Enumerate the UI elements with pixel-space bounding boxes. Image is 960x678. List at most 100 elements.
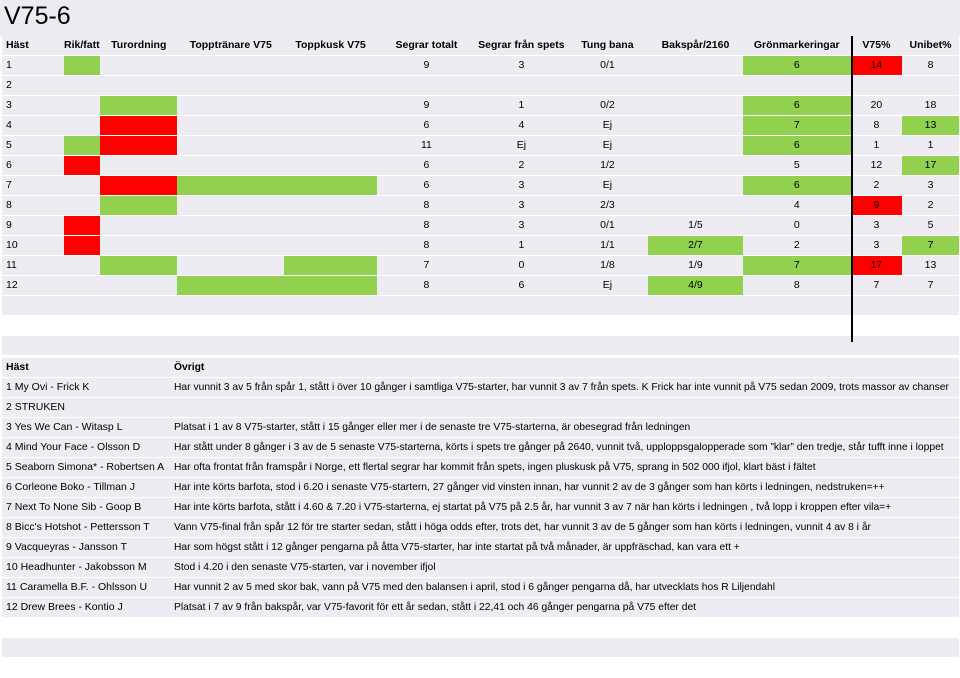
table-cell: 7: [742, 256, 851, 275]
horse-note: Platsat i 1 av 8 V75-starter, stått i 15…: [174, 422, 691, 433]
table-cell: 1/9: [648, 256, 743, 275]
horse-note: Har ofta frontat från framspår i Norge, …: [174, 462, 816, 473]
table-cell: 7: [2, 176, 65, 195]
table-cell: 2: [2, 76, 65, 95]
table-cell: [177, 236, 285, 255]
table-row: 2: [2, 76, 960, 95]
horse-note: Har inte körts barfota, stod i 6.20 i se…: [174, 482, 885, 493]
table-cell: [64, 56, 101, 75]
table-cell: [177, 116, 285, 135]
page-title: V75-6: [4, 2, 71, 30]
table-cell: 3: [2, 96, 65, 115]
table-cell: 17: [850, 256, 902, 275]
column-header: Grönmarkeringar: [742, 36, 851, 55]
table-cell: 1: [850, 136, 902, 155]
horse-name: 1 My Ovi - Frick K: [6, 381, 90, 393]
table-cell: 5: [901, 216, 960, 235]
table-cell: Ej: [566, 116, 649, 135]
notes-row: 5 Seaborn Simona* - Robertsen A Har ofta …: [2, 458, 959, 477]
column-header: Unibet%: [901, 36, 960, 55]
table-cell: 3: [850, 216, 902, 235]
table-cell: [64, 176, 101, 195]
table-cell: Ej: [566, 176, 649, 195]
table-cell: 1: [476, 236, 567, 255]
table-cell: [177, 56, 285, 75]
table-cell: 1/1: [566, 236, 649, 255]
table-cell: 6: [742, 136, 851, 155]
table-cell: 8: [850, 116, 902, 135]
table-cell: 8: [376, 216, 477, 235]
notes-row: 7 Next To None Sib - Goop B Har inte kört…: [2, 498, 959, 517]
column-header: V75%: [850, 36, 902, 55]
table-cell: 8: [376, 196, 477, 215]
notes-row: 9 Vacqueyras - Jansson T Har som högst st…: [2, 538, 959, 557]
horse-name: 10 Headhunter - Jakobsson M: [6, 561, 147, 573]
table-cell: 1/2: [566, 156, 649, 175]
empty-row: [2, 618, 959, 637]
table-cell: 6: [742, 176, 851, 195]
table-cell: 7: [376, 256, 477, 275]
notes-row: 11 Caramella B.F. - Ohlsson U Har vunnit …: [2, 578, 959, 597]
table-row: 6 6 2 1/2 5 12 17: [2, 156, 960, 175]
table-cell: 17: [901, 156, 960, 175]
table-cell: [64, 136, 101, 155]
table-cell: Ej: [476, 136, 567, 155]
table-cell: 7: [742, 116, 851, 135]
table-cell: 8: [2, 196, 65, 215]
table-cell: [284, 56, 377, 75]
table-cell: [64, 196, 101, 215]
table-cell: [284, 276, 377, 295]
table-cell: 10: [2, 236, 65, 255]
table-row: 8 8 3 2/3 4 9 2: [2, 196, 960, 215]
table-cell: [284, 76, 377, 95]
horse-note: Har inte körts barfota, stått i 4.60 & 7…: [174, 502, 892, 513]
table-cell: 12: [850, 156, 902, 175]
table-cell: [177, 216, 285, 235]
table-cell: [376, 76, 477, 95]
table-cell: [177, 256, 285, 275]
table-cell: Ej: [566, 136, 649, 155]
table-cell: 7: [850, 276, 902, 295]
column-header: Topptränare V75: [177, 36, 285, 55]
horse-note: Har stått under 8 gånger i 3 av de 5 sen…: [174, 442, 944, 453]
table-cell: [177, 276, 285, 295]
table-cell: [177, 76, 285, 95]
table-cell: [901, 76, 960, 95]
table-cell: [100, 196, 178, 215]
table-cell: 2: [901, 196, 960, 215]
table-cell: [648, 176, 743, 195]
notes-row: 2 STRUKEN: [2, 398, 959, 417]
table-cell: 4: [2, 116, 65, 135]
table-cell: 2/7: [648, 236, 743, 255]
horse-note: Platsat i 7 av 9 från bakspår, var V75-f…: [174, 602, 697, 613]
column-header: Tung bana: [566, 36, 649, 55]
table-cell: [100, 136, 178, 155]
column-header: Rik/fattig: [64, 36, 101, 55]
horse-name: 7 Next To None Sib - Goop B: [6, 501, 142, 513]
table-cell: [648, 56, 743, 75]
horse-name: 6 Corleone Boko - Tillman J: [6, 481, 135, 493]
table-cell: 3: [901, 176, 960, 195]
table-cell: 13: [901, 116, 960, 135]
table-cell: 6: [376, 116, 477, 135]
notes-row: 10 Headhunter - Jakobsson M Stod i 4.20 i…: [2, 558, 959, 577]
column-header: Segrar från spets: [476, 36, 567, 55]
table-cell: [284, 156, 377, 175]
table-cell: 7: [901, 276, 960, 295]
table-cell: [284, 236, 377, 255]
table-cell: 0/2: [566, 96, 649, 115]
table-row: 3 9 1 0/2 6 20 18: [2, 96, 960, 115]
table-cell: 12: [2, 276, 65, 295]
table-cell: [284, 196, 377, 215]
table-cell: [177, 136, 285, 155]
table-cell: 1: [476, 96, 567, 115]
table-cell: 3: [476, 196, 567, 215]
table-cell: [648, 156, 743, 175]
horse-name: 8 Bicc's Hotshot - Pettersson T: [6, 521, 150, 533]
table-cell: [100, 96, 178, 115]
table-cell: 8: [376, 276, 477, 295]
table-cell: [100, 76, 178, 95]
table-cell: [100, 116, 178, 135]
table-cell: [64, 236, 101, 255]
table-cell: 6: [376, 176, 477, 195]
